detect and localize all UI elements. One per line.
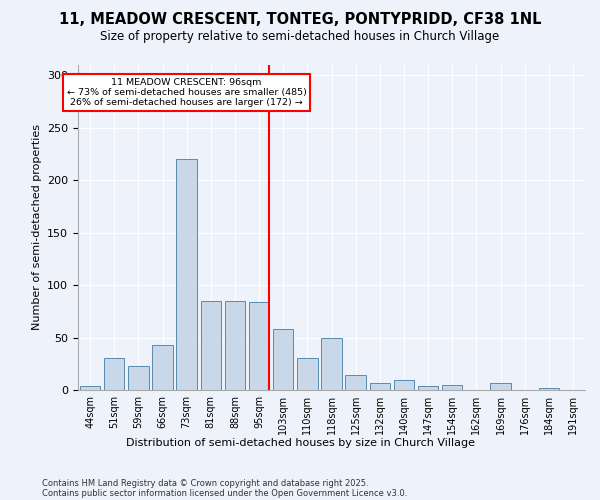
Bar — [370, 382, 390, 390]
Bar — [104, 358, 124, 390]
Text: Contains HM Land Registry data © Crown copyright and database right 2025.
Contai: Contains HM Land Registry data © Crown c… — [42, 479, 407, 498]
Bar — [442, 385, 463, 390]
Bar — [152, 345, 173, 390]
Bar — [321, 338, 342, 390]
Bar — [224, 301, 245, 390]
Bar — [273, 329, 293, 390]
Bar — [297, 358, 317, 390]
Text: 11 MEADOW CRESCENT: 96sqm
← 73% of semi-detached houses are smaller (485)
26% of: 11 MEADOW CRESCENT: 96sqm ← 73% of semi-… — [67, 78, 307, 108]
Bar — [490, 382, 511, 390]
Y-axis label: Number of semi-detached properties: Number of semi-detached properties — [32, 124, 41, 330]
Bar — [128, 366, 149, 390]
Text: Size of property relative to semi-detached houses in Church Village: Size of property relative to semi-detach… — [100, 30, 500, 43]
Bar — [418, 386, 439, 390]
Bar — [249, 302, 269, 390]
Bar — [539, 388, 559, 390]
Bar — [80, 386, 100, 390]
Text: 11, MEADOW CRESCENT, TONTEG, PONTYPRIDD, CF38 1NL: 11, MEADOW CRESCENT, TONTEG, PONTYPRIDD,… — [59, 12, 541, 28]
Text: Distribution of semi-detached houses by size in Church Village: Distribution of semi-detached houses by … — [125, 438, 475, 448]
Bar — [394, 380, 414, 390]
Bar — [200, 301, 221, 390]
Bar — [346, 376, 366, 390]
Bar — [176, 160, 197, 390]
